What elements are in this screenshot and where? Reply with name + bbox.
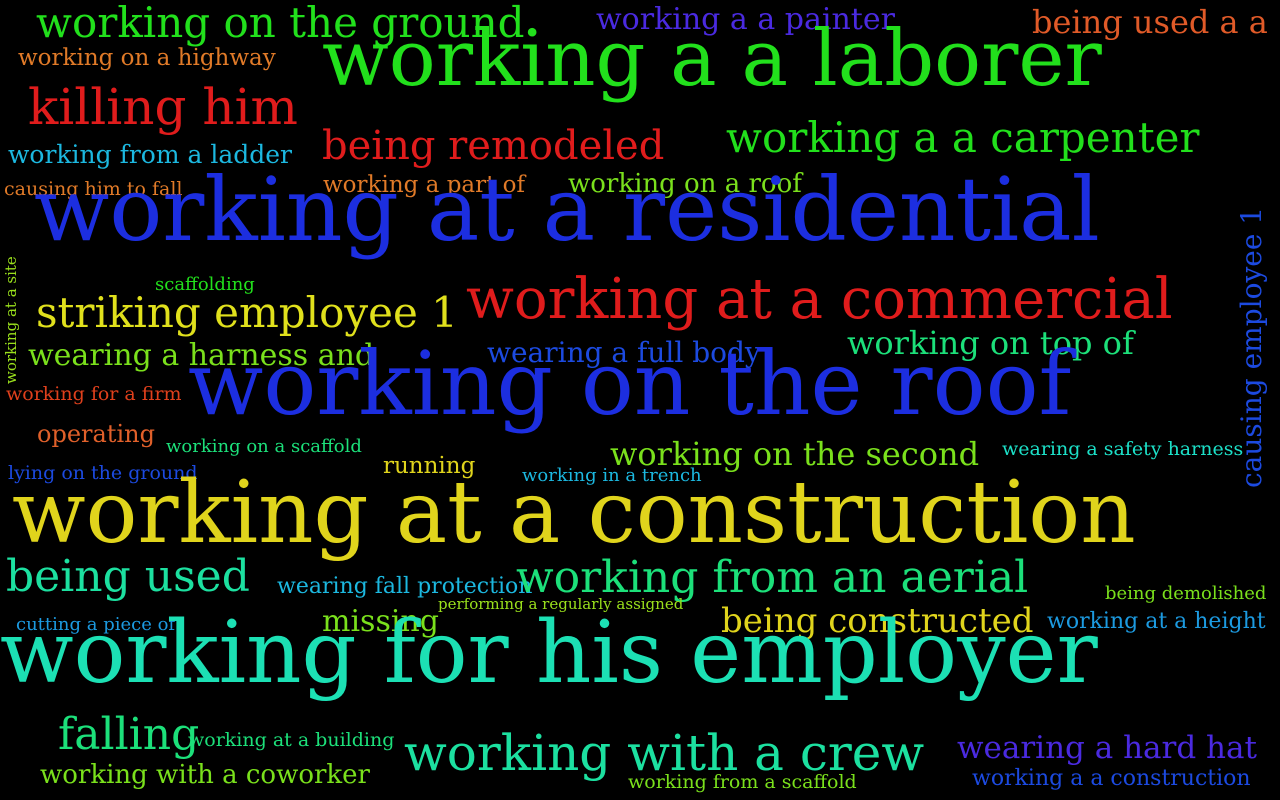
word-working-on-a-highway: working on a highway (18, 45, 276, 71)
word-being-used-a-a: being used a a (1032, 3, 1268, 41)
word-wearing-a-safety-harness: wearing a safety harness (1002, 438, 1244, 460)
word-wearing-a-harness-and: wearing a harness and (28, 338, 375, 373)
word-operating: operating (37, 420, 155, 448)
word-working-on-the-second: working on the second (610, 435, 980, 473)
word-running: running (383, 453, 476, 479)
word-lying-on-the-ground: lying on the ground (8, 462, 198, 484)
word-working-at-a-site: working at a site (2, 256, 20, 384)
word-working-from-an-aerial: working from an aerial (516, 552, 1029, 603)
word-working-at-a-building: working at a building (188, 729, 395, 751)
word-working-from-a-scaffold: working from a scaffold (628, 771, 857, 793)
word-working-on-the-roof: working on the roof (188, 332, 1072, 435)
word-working-on-the-ground: working on the ground (36, 0, 525, 47)
word-causing-him-to-fall: causing him to fall (4, 178, 183, 200)
word-working-a-a-painter: working a a painter (596, 2, 895, 37)
word-working-on-top-of: working on top of (847, 324, 1134, 362)
word-being-remodeled: being remodeled (322, 123, 665, 169)
word-working-with-a-crew: working with a crew (404, 724, 925, 782)
word-working-for-his-employer: working for his employer (0, 603, 1098, 703)
word-performing-a-regularly-assigned: performing a regularly assigned (438, 595, 684, 613)
word-wearing-fall-protection: wearing fall protection (277, 574, 533, 599)
word-cutting-a-piece-of: cutting a piece of (16, 614, 176, 635)
word-working-at-a-residential: working at a residential (34, 158, 1100, 261)
word-missing: missing (322, 604, 439, 639)
word-wearing-a-full-body: wearing a full body (487, 336, 761, 369)
word-falling: falling (58, 709, 200, 760)
word-working-on-a-scaffold: working on a scaffold (166, 436, 362, 457)
word-being-used: being used (6, 551, 250, 602)
word-working-for-a-firm: working for a firm (6, 383, 182, 405)
word-working-from-a-ladder: working from a ladder (8, 140, 293, 169)
word-working-a-part-of: working a part of (323, 172, 526, 198)
word-working-a-a-laborer: working a a laborer (322, 14, 1102, 104)
word-working-on-a-roof: working on a roof (568, 169, 802, 199)
word-working-in-a-trench: working in a trench (522, 465, 702, 486)
word-working-at-a-height: working at a height (1047, 609, 1266, 634)
word-being-demolished: being demolished (1105, 583, 1267, 604)
word-scaffolding: scaffolding (155, 274, 255, 295)
word-killing-him: killing him (28, 78, 298, 136)
word-wearing-a-hard-hat: wearing a hard hat (957, 730, 1257, 766)
word-working-at-a-commercial: working at a commercial (466, 267, 1173, 332)
word-working-at-a-construction: working at a construction (12, 463, 1136, 563)
word-striking-employee-1: striking employee 1 (36, 288, 458, 337)
word-working-a-a-construction: working a a construction (972, 766, 1251, 791)
word-being-constructed: being constructed (721, 601, 1034, 641)
word-working-with-a-coworker: working with a coworker (40, 760, 370, 790)
word-working-a-a-carpenter: working a a carpenter (726, 113, 1200, 162)
